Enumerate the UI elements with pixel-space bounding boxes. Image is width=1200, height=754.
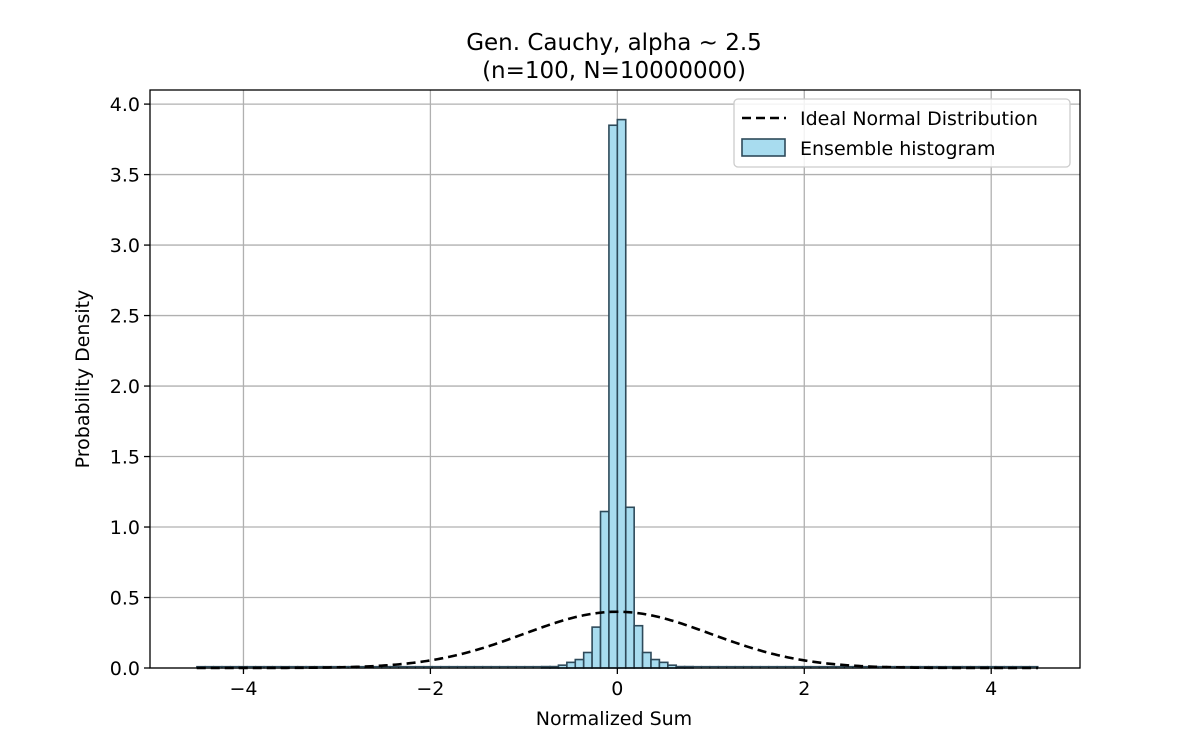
histogram-bar <box>608 124 619 669</box>
histogram-bar <box>591 626 602 669</box>
y-tick-label: 1.5 <box>110 447 140 469</box>
y-tick-label: 0.5 <box>110 588 140 610</box>
x-axis-label: Normalized Sum <box>536 708 692 730</box>
histogram-bar <box>582 651 593 669</box>
x-tick-label: −2 <box>416 678 444 700</box>
y-tick-label: 2.5 <box>110 306 140 328</box>
legend-histogram-swatch <box>741 138 786 157</box>
histogram-bars <box>196 118 1039 669</box>
x-axis-ticks: −4 −2 0 2 4 <box>229 668 997 700</box>
y-tick-label: 3.0 <box>110 235 140 257</box>
legend-normal-label: Ideal Normal Distribution <box>800 108 1038 130</box>
y-tick-label: 3.5 <box>110 165 140 187</box>
x-tick-label: −4 <box>229 678 257 700</box>
y-tick-label: 4.0 <box>110 94 140 116</box>
plot-frame <box>149 89 1081 669</box>
y-tick-label: 1.0 <box>110 517 140 539</box>
histogram-bar <box>633 624 644 669</box>
y-axis-label: Probability Density <box>72 290 94 469</box>
legend: Ideal Normal Distribution Ensemble histo… <box>733 98 1071 168</box>
histogram-bar <box>566 661 577 669</box>
histogram-bar <box>650 658 661 669</box>
histogram-bar <box>624 506 635 669</box>
chart-title-line-1: Gen. Cauchy, alpha ~ 2.5 <box>466 30 762 56</box>
histogram-bar <box>599 510 610 669</box>
x-tick-label: 4 <box>985 678 997 700</box>
x-tick-label: 2 <box>798 678 810 700</box>
legend-histogram-label: Ensemble histogram <box>800 138 996 160</box>
chart-title-line-2: (n=100, N=10000000) <box>482 58 746 84</box>
y-tick-label: 2.0 <box>110 376 140 398</box>
histogram-bar <box>574 658 585 669</box>
y-tick-label: 0.0 <box>110 658 140 680</box>
legend-box <box>733 98 1071 168</box>
histogram-bar <box>616 118 627 669</box>
y-axis-ticks: 0.0 0.5 1.0 1.5 2.0 2.5 3.0 3.5 4.0 <box>110 94 150 680</box>
histogram-bar <box>658 661 669 669</box>
x-tick-label: 0 <box>611 678 623 700</box>
histogram-bar <box>641 651 652 669</box>
